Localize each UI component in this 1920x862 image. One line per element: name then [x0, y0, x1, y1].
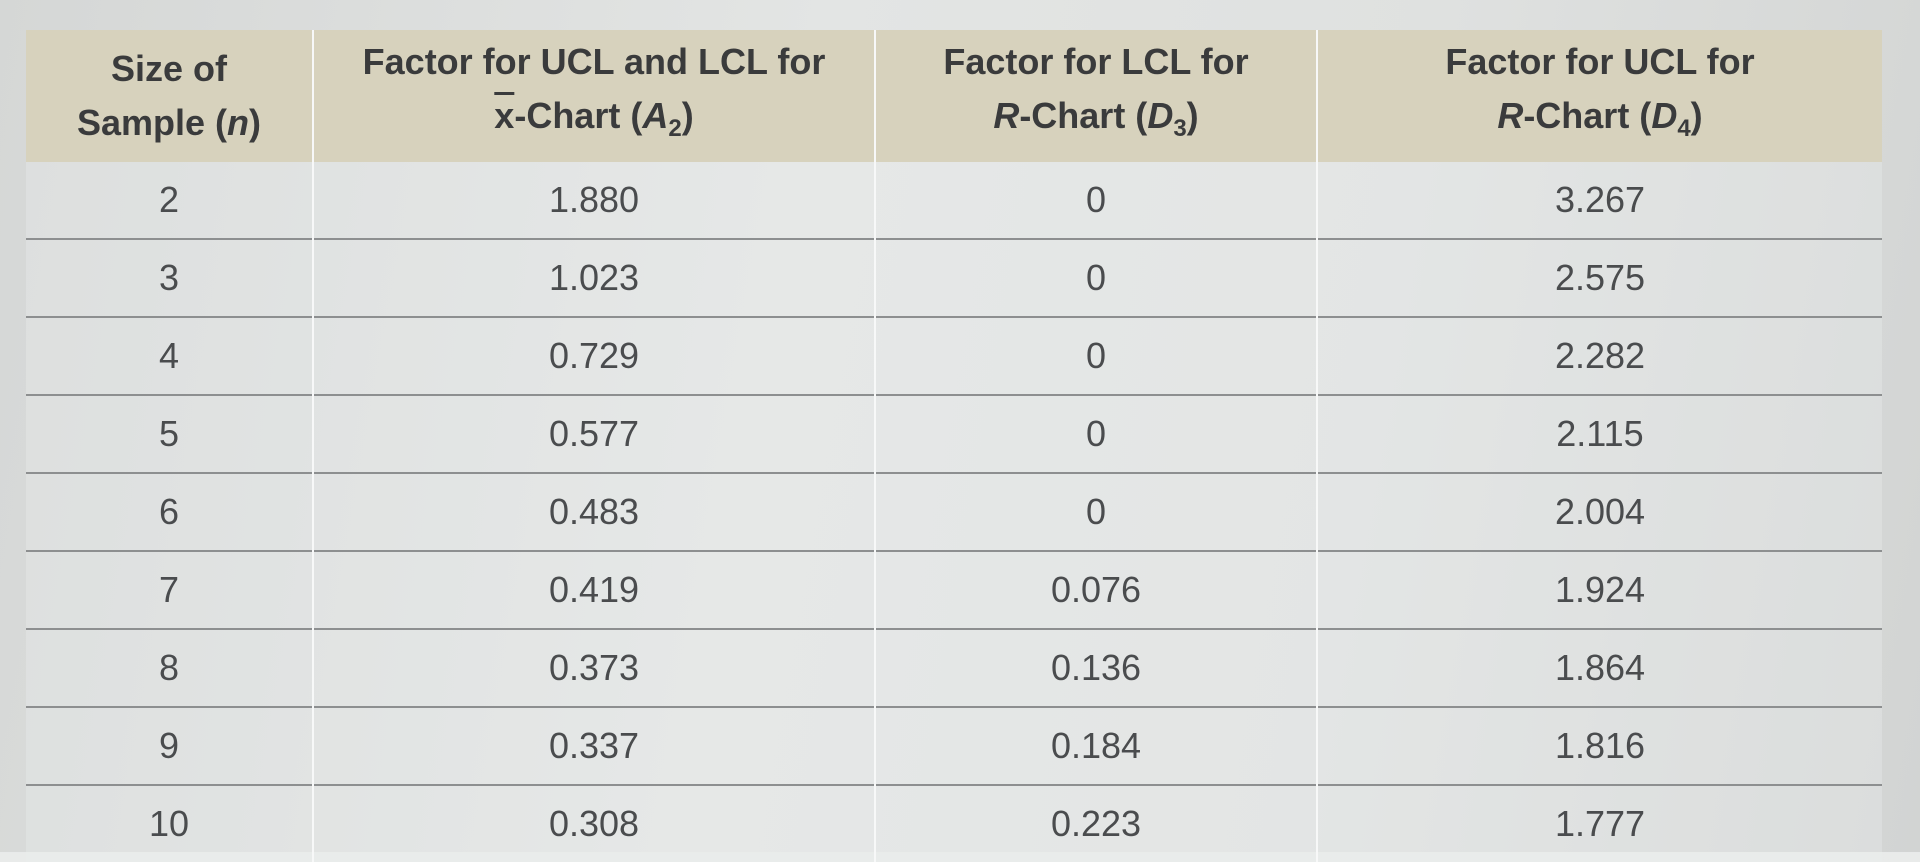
header-d3-var: D: [1147, 95, 1174, 137]
cell-sample-size: 5: [26, 394, 314, 473]
cell-d3: 0.184: [874, 706, 1318, 785]
cell-d3: 0: [874, 472, 1318, 551]
cell-sample-size: 8: [26, 628, 314, 707]
header-sample-size-suffix: ): [249, 102, 262, 143]
cell-d3: 0: [874, 394, 1318, 473]
header-d4-r: R: [1497, 95, 1524, 137]
table-body: 2 1.880 0 3.267 3 1.023 0 2.575 4 0.729 …: [26, 162, 1882, 862]
header-sample-size-prefix: Sample (: [76, 102, 228, 143]
header-d4-suffix: ): [1690, 95, 1703, 137]
table-row: 8 0.373 0.136 1.864: [26, 628, 1882, 707]
header-sample-size: Size of Sample (n): [26, 30, 314, 162]
header-d3-line2: R-Chart (D3): [876, 89, 1316, 156]
header-d3-r: R: [993, 95, 1020, 137]
header-a2-mid: -Chart (: [514, 95, 643, 137]
table-row: 6 0.483 0 2.004: [26, 472, 1882, 551]
cell-d4: 2.282: [1316, 316, 1882, 395]
cell-d4: 1.924: [1316, 550, 1882, 629]
table-row: 9 0.337 0.184 1.816: [26, 706, 1882, 785]
table-row: 4 0.729 0 2.282: [26, 316, 1882, 395]
header-d3-factor: Factor for LCL for R-Chart (D3): [874, 30, 1318, 162]
cell-a2: 1.023: [312, 238, 876, 317]
cell-sample-size: 4: [26, 316, 314, 395]
cell-a2: 0.483: [312, 472, 876, 551]
header-sample-size-line1: Size of: [110, 48, 227, 89]
header-a2-xbar: x: [494, 95, 515, 137]
cell-d3: 0.223: [874, 784, 1318, 862]
header-a2-line2: x-Chart (A2): [314, 89, 874, 156]
table-row: 10 0.308 0.223 1.777: [26, 784, 1882, 862]
header-d4-line2: R-Chart (D4): [1318, 89, 1882, 156]
table-row: 3 1.023 0 2.575: [26, 238, 1882, 317]
cell-d3: 0: [874, 316, 1318, 395]
header-d4-sub: 4: [1677, 115, 1691, 143]
cell-sample-size: 2: [26, 162, 314, 239]
cell-sample-size: 3: [26, 238, 314, 317]
header-d3-mid: -Chart (: [1019, 95, 1148, 137]
header-a2-line1: Factor for UCL and LCL for: [362, 41, 826, 83]
control-chart-factors-table: Size of Sample (n) Factor for UCL and LC…: [26, 30, 1882, 862]
header-d3-sub: 3: [1173, 115, 1187, 143]
cell-d3: 0.136: [874, 628, 1318, 707]
cell-a2: 1.880: [312, 162, 876, 239]
cell-sample-size: 6: [26, 472, 314, 551]
cell-d3: 0: [874, 162, 1318, 239]
cell-sample-size: 7: [26, 550, 314, 629]
cell-d4: 1.864: [1316, 628, 1882, 707]
table-header: Size of Sample (n) Factor for UCL and LC…: [26, 30, 1882, 162]
header-d4-var: D: [1651, 95, 1678, 137]
cell-d4: 2.115: [1316, 394, 1882, 473]
header-d4-mid: -Chart (: [1523, 95, 1652, 137]
cell-a2: 0.419: [312, 550, 876, 629]
cell-d4: 2.575: [1316, 238, 1882, 317]
cell-d4: 2.004: [1316, 472, 1882, 551]
cell-d4: 1.816: [1316, 706, 1882, 785]
header-d3-suffix: ): [1186, 95, 1199, 137]
header-sample-size-var: n: [227, 102, 250, 143]
cell-d4: 3.267: [1316, 162, 1882, 239]
header-a2-factor: Factor for UCL and LCL for x-Chart (A2): [312, 30, 876, 162]
cell-d4: 1.777: [1316, 784, 1882, 862]
header-sample-size-line2: Sample (n): [26, 96, 312, 150]
header-a2-var: A: [642, 95, 669, 137]
cell-d3: 0: [874, 238, 1318, 317]
table-row: 7 0.419 0.076 1.924: [26, 550, 1882, 629]
header-row: Size of Sample (n) Factor for UCL and LC…: [26, 30, 1882, 162]
cell-a2: 0.577: [312, 394, 876, 473]
header-d4-line1: Factor for UCL for: [1445, 41, 1755, 83]
cell-a2: 0.308: [312, 784, 876, 862]
header-a2-suffix: ): [681, 95, 694, 137]
cell-a2: 0.337: [312, 706, 876, 785]
table-row: 2 1.880 0 3.267: [26, 162, 1882, 239]
table-row: 5 0.577 0 2.115: [26, 394, 1882, 473]
header-d4-factor: Factor for UCL for R-Chart (D4): [1316, 30, 1882, 162]
cell-sample-size: 9: [26, 706, 314, 785]
cell-a2: 0.729: [312, 316, 876, 395]
cell-sample-size: 10: [26, 784, 314, 862]
cell-d3: 0.076: [874, 550, 1318, 629]
header-a2-sub: 2: [668, 115, 682, 143]
cell-a2: 0.373: [312, 628, 876, 707]
header-d3-line1: Factor for LCL for: [943, 41, 1249, 83]
